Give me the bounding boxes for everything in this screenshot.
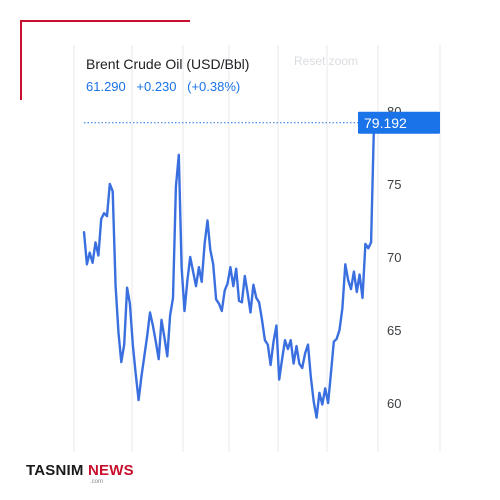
price-line-series — [82, 121, 376, 419]
reset-zoom-button[interactable]: Reset zoom — [294, 54, 359, 68]
y-tick-label: 65 — [387, 323, 401, 338]
current-value-badge-layer: 79.192 — [84, 111, 440, 134]
logo-word-tasnim: TASNIM — [26, 462, 84, 479]
quote-row: 61.290 +0.230 (+0.38%) — [86, 79, 240, 94]
price-change: +0.230 — [136, 79, 177, 94]
price-line-layer — [82, 121, 376, 419]
tasnim-news-logo: TASNIM NEWS — [26, 462, 134, 479]
current-value-badge — [358, 111, 440, 134]
y-tick-label: 75 — [387, 177, 401, 192]
y-tick-label: 60 — [387, 396, 401, 411]
chart-title: Brent Crude Oil (USD/Bbl) — [86, 56, 250, 72]
brand-frame-left — [20, 20, 22, 100]
price-value: 61.290 — [86, 79, 126, 94]
price-change-percent: (+0.38%) — [187, 79, 241, 94]
brand-frame-top — [20, 20, 190, 22]
logo-word-news: NEWS — [87, 462, 134, 479]
grid — [73, 45, 441, 452]
y-tick-label: 70 — [387, 250, 401, 265]
current-value-label: 79.192 — [364, 115, 407, 131]
logo-domain: .com — [90, 479, 104, 485]
